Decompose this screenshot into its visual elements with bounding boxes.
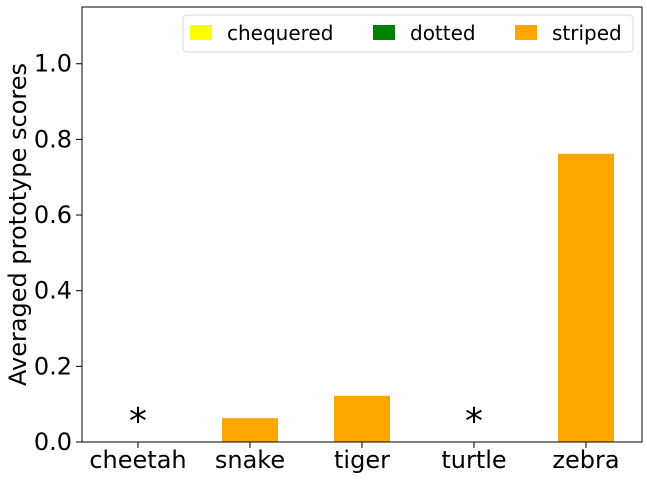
legend-frame: [182, 14, 634, 53]
bar-striped-zebra: [558, 153, 614, 442]
y-tick-label-5: 1.0: [34, 50, 72, 78]
legend-label-dotted: dotted: [410, 21, 476, 45]
axes: 0.0 0.2 0.4 0.6 0.8 1.0 cheetah snake tiger turtl…: [34, 6, 643, 474]
legend-item-dotted: dotted: [373, 21, 476, 45]
x-tick-label-snake: snake: [215, 446, 285, 474]
legend-item-chequered: chequered: [190, 21, 333, 45]
legend-swatch-dotted: [373, 25, 395, 40]
y-tick-label-4: 0.8: [34, 125, 72, 153]
legend-label-chequered: chequered: [227, 21, 333, 45]
x-tick-label-turtle: turtle: [441, 446, 506, 474]
legend-swatch-chequered: [190, 25, 212, 40]
y-tick-label-2: 0.4: [34, 277, 72, 305]
x-tick-label-tiger: tiger: [334, 446, 390, 474]
bar-striped-snake: [222, 418, 278, 442]
legend-swatch-striped: [515, 25, 537, 40]
annotation-cheetah: *: [129, 401, 147, 442]
legend-label-striped: striped: [552, 21, 622, 45]
x-tick-label-cheetah: cheetah: [89, 446, 186, 474]
plot-area: * *: [129, 153, 614, 442]
y-axis-label: Averaged prototype scores: [4, 63, 32, 386]
legend-item-striped: striped: [515, 21, 622, 45]
y-tick-label-3: 0.6: [34, 201, 72, 229]
x-tick-label-zebra: zebra: [552, 446, 619, 474]
legend: chequered dotted striped: [182, 14, 634, 53]
y-tick-label-0: 0.0: [34, 428, 72, 456]
bar-striped-tiger: [334, 395, 390, 442]
annotation-turtle: *: [465, 401, 483, 442]
y-tick-label-1: 0.2: [34, 352, 72, 380]
